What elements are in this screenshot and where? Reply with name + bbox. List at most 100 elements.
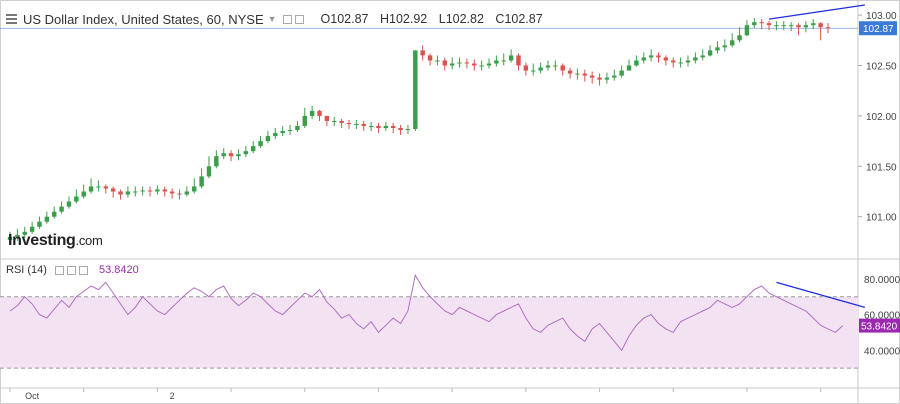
candle-body (560, 65, 565, 71)
close-icon[interactable] (78, 265, 88, 275)
low-label: L (438, 12, 446, 26)
candle-body (37, 221, 42, 227)
visibility-icon[interactable] (282, 14, 292, 24)
high-label: H (380, 12, 390, 26)
candle-body (472, 63, 477, 66)
settings-icon[interactable] (66, 265, 76, 275)
candle-body (567, 70, 573, 74)
rsi-divergence-line (776, 281, 866, 309)
rsi-band (0, 296, 858, 369)
rsi-last-label: 53.8420 (861, 322, 898, 333)
open-value: 102.87 (330, 12, 369, 26)
price-tick-label: 102.00 (866, 112, 897, 123)
candle-body (818, 23, 823, 28)
candle-body (693, 57, 698, 61)
candle-body (796, 25, 801, 28)
candle-body (96, 186, 101, 188)
rsi-label[interactable]: RSI (14) (6, 264, 47, 276)
candle-body (376, 125, 381, 128)
candle-body (346, 122, 352, 124)
candle-body (737, 35, 742, 41)
close-value: 102.87 (504, 12, 543, 26)
menu-icon[interactable] (6, 12, 17, 26)
candle-body (619, 70, 624, 76)
rsi-tick-label: 60.0000 (864, 311, 900, 322)
candle-body (759, 22, 764, 24)
candle-body (265, 136, 271, 142)
candle-body (752, 22, 757, 26)
candle-body (88, 186, 94, 192)
settings-icon[interactable] (294, 14, 304, 24)
candle-body (273, 133, 278, 137)
candle-body (442, 60, 448, 66)
candle-body (295, 125, 300, 131)
candle-body (671, 60, 676, 63)
candle-body (589, 75, 595, 78)
candle-body (169, 191, 175, 194)
candle-body (66, 201, 72, 207)
candle-body (287, 130, 293, 132)
candle-body (162, 189, 167, 192)
candle-body (656, 55, 661, 58)
ohlc-readout: O102.87 H102.92 L102.82 C102.87 (313, 12, 543, 26)
last-price-marker (859, 21, 897, 36)
candle-body (420, 50, 425, 56)
price-trendline (768, 4, 865, 20)
candle-body (398, 127, 403, 131)
low-value: 102.82 (445, 12, 484, 26)
logo-suffix: .com (75, 233, 103, 248)
candle-body (707, 50, 713, 56)
candle-body (663, 57, 669, 61)
candle-body (435, 60, 440, 62)
candle-body (390, 125, 396, 128)
visibility-icon[interactable] (54, 265, 64, 275)
candle-body (553, 65, 558, 67)
candle-body (258, 141, 263, 147)
candle-body (221, 153, 226, 157)
candle-body (147, 190, 153, 192)
candle-body (597, 77, 602, 80)
candle-body (332, 120, 337, 122)
candle-body (29, 226, 35, 232)
logo-main: Investing (8, 232, 76, 249)
candle-body (501, 60, 506, 62)
investing-logo: Investing.com (8, 232, 103, 250)
candle-body (479, 65, 484, 67)
candle-body (811, 23, 816, 26)
candle-body (199, 176, 204, 187)
candle-body (508, 55, 514, 61)
candle-body (339, 120, 344, 123)
candle-body (44, 216, 50, 222)
candle-body (494, 60, 499, 64)
candle-body (413, 50, 418, 130)
symbol-title[interactable]: US Dollar Index, United States, 60, NYSE (23, 11, 264, 27)
candle-body (722, 45, 728, 48)
price-tick-label: 103.00 (866, 11, 897, 22)
price-tick-label: 101.50 (866, 162, 897, 173)
rsi-header: RSI (14) 53.8420 (6, 264, 139, 276)
candle-body (361, 123, 366, 126)
candle-body (545, 65, 551, 68)
candle-body (516, 55, 521, 66)
candle-body (118, 191, 123, 195)
candle-body (309, 110, 315, 116)
candle-body (523, 65, 529, 71)
candle-body (449, 63, 455, 66)
candle-body (59, 206, 64, 212)
candle-body (236, 154, 241, 157)
candle-body (781, 25, 786, 27)
high-value: 102.92 (389, 12, 428, 26)
candle-body (317, 110, 322, 116)
candle-body (803, 25, 809, 28)
chart-header: US Dollar Index, United States, 60, NYSE… (6, 8, 543, 30)
candle-body (155, 189, 160, 192)
rsi-last-marker (859, 318, 900, 333)
price-tick-label: 102.50 (866, 62, 897, 73)
candle-body (140, 190, 145, 192)
candle-body (7, 236, 13, 240)
close-label: C (495, 12, 505, 26)
candle-body (825, 27, 831, 29)
chevron-down-icon[interactable]: ▼ (267, 14, 277, 24)
candle-body (641, 57, 646, 61)
